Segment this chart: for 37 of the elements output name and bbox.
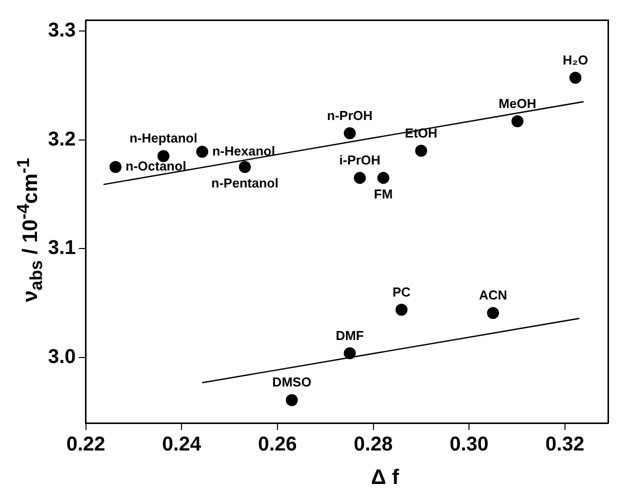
annotation: n-Octanol — [126, 158, 186, 174]
annotation: H₂O — [562, 52, 588, 68]
y-tick-label: 3.0 — [48, 346, 76, 368]
x-tick-label: 0.32 — [545, 434, 584, 456]
y-tick-label: 3.1 — [48, 237, 76, 260]
annotation: FM — [374, 186, 393, 202]
annotation: DMSO — [272, 374, 312, 390]
annotation: ACN — [478, 288, 508, 303]
annotation: n-Heptanol — [129, 130, 198, 146]
x-tick-label: 0.24 — [162, 434, 202, 456]
annotation: MeOH — [498, 96, 536, 111]
point — [487, 306, 500, 319]
point — [377, 172, 390, 184]
annotation: i-PrOH — [339, 152, 380, 168]
y-tick-label: 3.3 — [48, 19, 76, 42]
point — [238, 161, 251, 174]
point — [396, 304, 408, 316]
annotation: n-PrOH — [327, 108, 373, 123]
x-tick-label: 0.22 — [66, 434, 106, 456]
x-tick-label: 0.28 — [354, 434, 393, 456]
point — [344, 347, 356, 360]
point — [415, 144, 428, 157]
y-tick-label: 3.2 — [48, 128, 76, 150]
point — [354, 172, 366, 184]
x-axis-title: Δ f — [371, 466, 399, 488]
x-tick-label: 0.30 — [450, 434, 489, 456]
point — [196, 146, 208, 158]
annotation: PC — [392, 284, 412, 300]
point — [511, 115, 524, 128]
point — [110, 161, 122, 174]
x-tick-label: 0.26 — [258, 434, 297, 456]
annotation: n-Pentanol — [211, 176, 278, 191]
annotation: DMF — [336, 328, 364, 343]
point — [569, 72, 582, 84]
annotation: n-Hexanol — [212, 143, 276, 158]
point — [344, 127, 356, 140]
point — [286, 394, 298, 406]
